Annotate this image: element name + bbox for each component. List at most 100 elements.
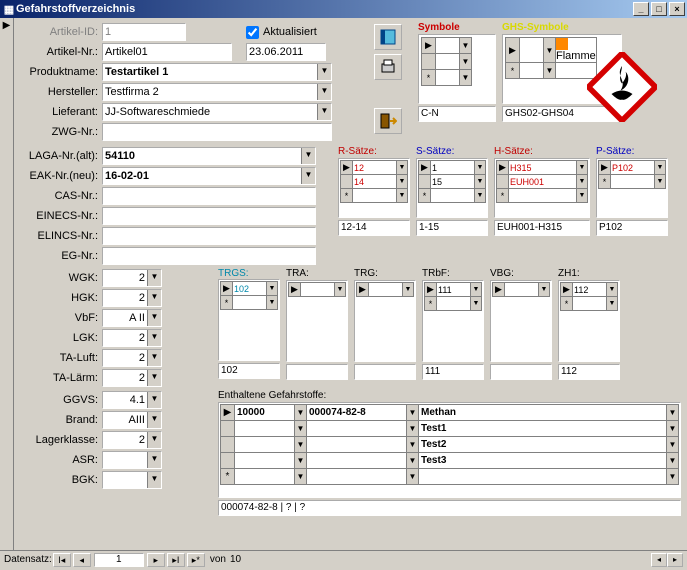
aktualisiert-checkbox[interactable]: [246, 26, 259, 39]
zh1-box[interactable]: ▶112▼*▼: [558, 280, 620, 362]
app-icon: ▦: [2, 3, 16, 16]
lieferant-combo[interactable]: JJ-Softwareschmiede▼: [102, 103, 332, 121]
ggvs-combo[interactable]: 4.1▼: [102, 391, 162, 409]
artikel-nr-field[interactable]: [102, 43, 232, 61]
ggvs-label: GGVS:: [20, 394, 102, 406]
enthaltene-label: Enthaltene Gefahrstoffe:: [218, 390, 681, 401]
lieferant-label: Lieferant:: [20, 106, 102, 118]
laga-combo[interactable]: 54110▼: [102, 147, 316, 165]
hsaetze-sum: EUH001-H315: [494, 220, 590, 236]
symbole-table[interactable]: ▶▼ ▼ *▼: [421, 37, 472, 86]
lgk-combo[interactable]: 2▼: [102, 329, 162, 347]
notes-button[interactable]: [374, 24, 402, 50]
von-label: von: [210, 554, 226, 565]
table-row: ▼▼Test3▼: [221, 453, 679, 469]
hsaetze-box[interactable]: ▶H315▼ EUH001▼ *▼: [494, 158, 590, 218]
date-field[interactable]: [246, 43, 326, 61]
dropdown-icon[interactable]: ▼: [317, 104, 331, 120]
talaerm-combo[interactable]: 2▼: [102, 369, 162, 387]
hersteller-label: Hersteller:: [20, 86, 102, 98]
trgs-label: TRGS:: [218, 268, 280, 279]
symbole-header: Symbole: [418, 22, 496, 33]
nav-total: 10: [230, 554, 241, 565]
artikel-nr-label: Artikel-Nr.:: [20, 46, 102, 58]
minimize-button[interactable]: _: [633, 2, 649, 16]
enthaltene-grid[interactable]: ▶10000▼000074-82-8▼Methan▼ ▼▼Test1▼ ▼▼Te…: [218, 402, 681, 498]
psaetze-sum: P102: [596, 220, 668, 236]
aktualisiert-label: Aktualisiert: [263, 26, 317, 38]
table-row: ▼▼Test1▼: [221, 421, 679, 437]
door-exit-icon: [379, 112, 397, 130]
dropdown-icon[interactable]: ▼: [317, 64, 331, 80]
ssaetze-box[interactable]: ▶1▼ 15▼ *▼: [416, 158, 488, 218]
brand-combo[interactable]: AIII▼: [102, 411, 162, 429]
cas-field[interactable]: [102, 187, 316, 205]
symbole-summary: C-N: [418, 106, 496, 122]
scroll-left-button[interactable]: ◂: [651, 553, 667, 567]
trg-box[interactable]: ▶▼: [354, 280, 416, 362]
zwg-field[interactable]: [102, 123, 332, 141]
nav-last-button[interactable]: ▸I: [167, 553, 185, 567]
elincs-field[interactable]: [102, 227, 316, 245]
einecs-field[interactable]: [102, 207, 316, 225]
hgk-combo[interactable]: 2▼: [102, 289, 162, 307]
nav-prev-button[interactable]: ◂: [73, 553, 91, 567]
window-title: Gefahrstoffverzeichnis: [16, 3, 135, 15]
eak-combo[interactable]: 16-02-01▼: [102, 167, 316, 185]
datensatz-label: Datensatz:: [4, 554, 52, 565]
asr-label: ASR:: [20, 454, 102, 466]
titlebar: ▦ Gefahrstoffverzeichnis _ □ ×: [0, 0, 687, 18]
ssaetze-sum: 1-15: [416, 220, 488, 236]
maximize-button[interactable]: □: [651, 2, 667, 16]
eg-label: EG-Nr.:: [20, 250, 102, 262]
cas-label: CAS-Nr.:: [20, 190, 102, 202]
vbf-combo[interactable]: A II▼: [102, 309, 162, 327]
trbf-sum: 111: [422, 364, 484, 380]
bgk-combo[interactable]: ▼: [102, 471, 162, 489]
printer-icon: [379, 58, 397, 76]
table-row: *▼▼▼: [221, 469, 679, 485]
trbf-label: TRbF:: [422, 268, 484, 279]
record-selector-bar[interactable]: ▶: [0, 18, 14, 550]
hersteller-combo[interactable]: Testfirma 2▼: [102, 83, 332, 101]
vbg-label: VBG:: [490, 268, 552, 279]
artikel-id-field[interactable]: [102, 23, 186, 41]
lagerklasse-combo[interactable]: 2▼: [102, 431, 162, 449]
rsaetze-box[interactable]: ▶12▼ 14▼ *▼: [338, 158, 410, 218]
lagerklasse-label: Lagerklasse:: [20, 434, 102, 446]
print-button[interactable]: [374, 54, 402, 80]
close-button[interactable]: ×: [669, 2, 685, 16]
tra-box[interactable]: ▶▼: [286, 280, 348, 362]
nav-next-button[interactable]: ▸: [147, 553, 165, 567]
vbg-box[interactable]: ▶▼: [490, 280, 552, 362]
zh1-sum: 112: [558, 364, 620, 380]
dropdown-icon[interactable]: ▼: [317, 84, 331, 100]
asr-combo[interactable]: ▼: [102, 451, 162, 469]
wgk-combo[interactable]: 2▼: [102, 269, 162, 287]
trgs-box[interactable]: ▶102▼*▼: [218, 279, 280, 361]
exit-button[interactable]: [374, 108, 402, 134]
taluft-label: TA-Luft:: [20, 352, 102, 364]
hgk-label: HGK:: [20, 292, 102, 304]
ghs-symbole-table[interactable]: ▶▼ Flamme *▼: [505, 37, 597, 79]
enthaltene-sum: 000074-82-8 | ? | ?: [218, 500, 681, 516]
psaetze-box[interactable]: ▶P102▼ *▼: [596, 158, 668, 218]
vbg-sum: [490, 364, 552, 380]
eg-field[interactable]: [102, 247, 316, 265]
record-marker-icon: ▶: [0, 18, 13, 31]
trbf-box[interactable]: ▶111▼*▼: [422, 280, 484, 362]
ghs-symbole-header: GHS-Symbole: [502, 22, 622, 33]
lgk-label: LGK:: [20, 332, 102, 344]
brand-label: Brand:: [20, 414, 102, 426]
nav-position[interactable]: 1: [94, 553, 144, 567]
psaetze-label: P-Sätze:: [596, 146, 668, 157]
scroll-right-button[interactable]: ▸: [667, 553, 683, 567]
nav-first-button[interactable]: I◂: [53, 553, 71, 567]
nav-new-button[interactable]: ▸*: [187, 553, 205, 567]
ssaetze-label: S-Sätze:: [416, 146, 488, 157]
table-row: ▼▼Test2▼: [221, 437, 679, 453]
talaerm-label: TA-Lärm:: [20, 372, 102, 384]
taluft-combo[interactable]: 2▼: [102, 349, 162, 367]
produktname-combo[interactable]: Testartikel 1▼: [102, 63, 332, 81]
vbf-label: VbF:: [20, 312, 102, 324]
